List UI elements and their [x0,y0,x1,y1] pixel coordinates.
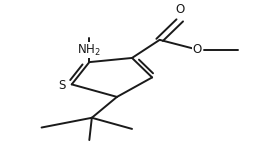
Text: NH$_2$: NH$_2$ [77,43,101,58]
Text: O: O [193,43,202,56]
Text: S: S [58,79,65,92]
Text: O: O [175,3,184,16]
